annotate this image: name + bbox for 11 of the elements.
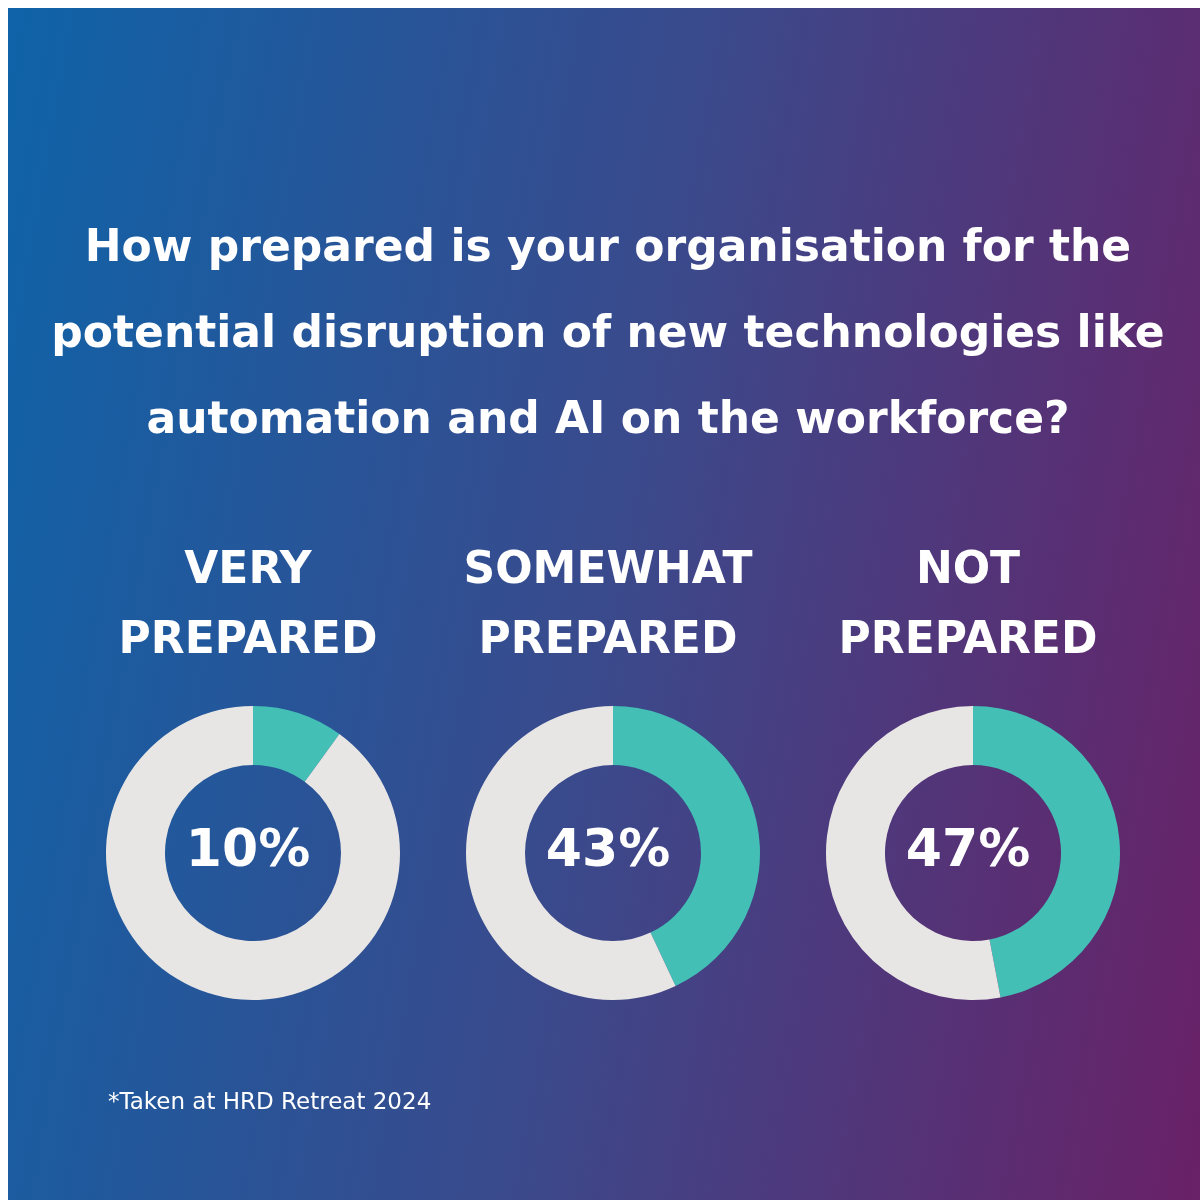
chart-title: VERY PREPARED — [117, 541, 379, 665]
text: 10% — [184, 817, 312, 880]
text: 43% — [544, 817, 672, 880]
donut-slice — [466, 706, 676, 1000]
text: *Taken at HRD Retreat 2024 — [108, 1088, 432, 1114]
chart-title: NOT PREPARED — [837, 541, 1099, 665]
donut-slice — [253, 706, 340, 782]
chart-title: SOMEWHAT PREPARED — [462, 541, 754, 665]
text: How prepared is your organisation for the potential disruption of new technologies like automation and AI on the workforce? — [50, 219, 1166, 445]
text: 47% — [904, 817, 1032, 880]
donut-slice — [106, 706, 400, 1000]
